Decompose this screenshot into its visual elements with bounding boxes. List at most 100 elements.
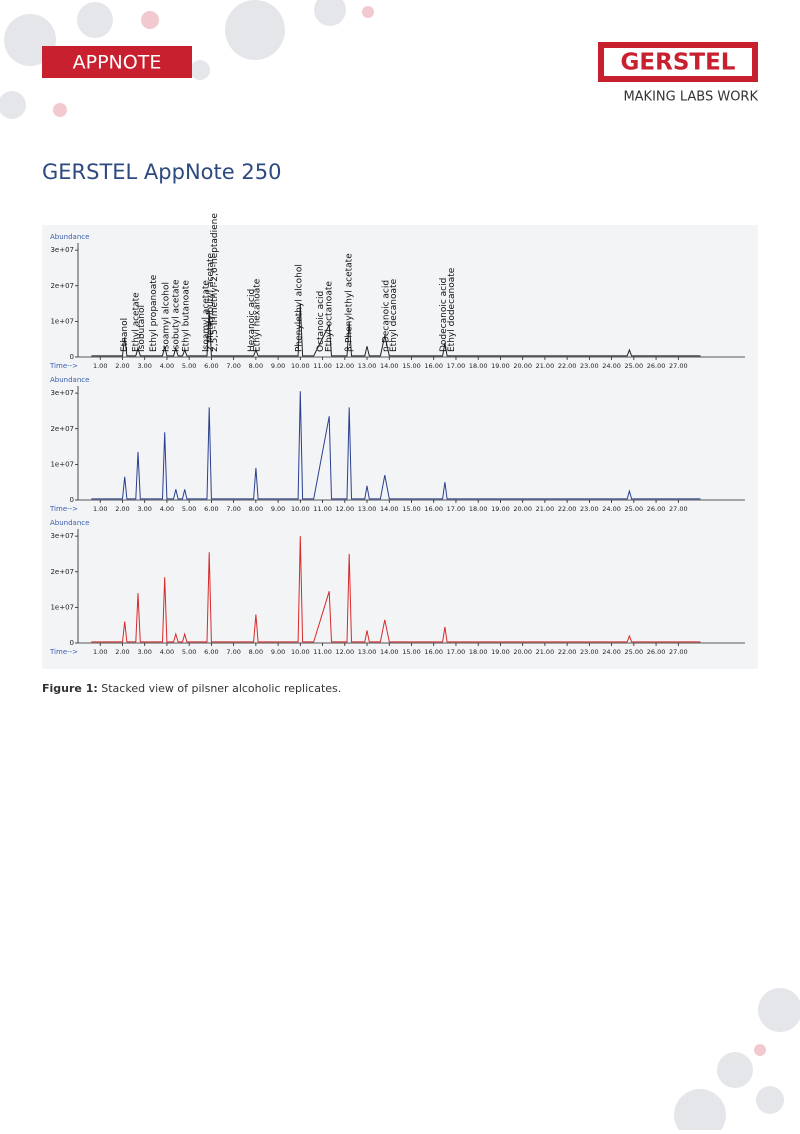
- x-tick-label: 22.00: [558, 505, 577, 513]
- page-title: GERSTEL AppNote 250: [42, 160, 281, 184]
- x-tick-label: 1.00: [93, 648, 107, 656]
- x-tick-label: 23.00: [580, 505, 599, 513]
- x-tick-label: 5.00: [182, 648, 196, 656]
- tagline: MAKING LABS WORK: [623, 90, 758, 105]
- x-tick-label: 22.00: [558, 648, 577, 656]
- x-tick-label: 9.00: [271, 505, 285, 513]
- y-tick-label: 1e+07: [50, 460, 74, 468]
- peak-label: β-Phenylethyl acetate: [345, 253, 355, 352]
- peak-label: Octanoic acid: [316, 291, 326, 352]
- chromatogram-line: [91, 303, 701, 357]
- chromatogram-line: [91, 391, 701, 500]
- x-tick-label: 17.00: [447, 505, 466, 513]
- x-tick-label: 20.00: [513, 505, 532, 513]
- x-tick-label: 21.00: [536, 505, 555, 513]
- caption: Figure 1: Stacked view of pilsner alcoho…: [42, 682, 341, 695]
- y-tick-label: 3e+07: [50, 532, 74, 540]
- x-tick-label: 6.00: [204, 505, 218, 513]
- y-axis-label: Abundance: [50, 233, 89, 241]
- x-tick-label: 24.00: [602, 648, 621, 656]
- x-tick-label: 3.00: [137, 362, 151, 370]
- x-tick-label: 9.00: [271, 648, 285, 656]
- peak-label: Ethyl propanoate: [149, 274, 159, 352]
- x-tick-label: 2.00: [115, 648, 129, 656]
- caption-text: Stacked view of pilsner alcoholic replic…: [98, 682, 342, 695]
- x-tick-label: 10.00: [291, 648, 310, 656]
- x-tick-label: 1.00: [93, 505, 107, 513]
- x-axis-label: Time-->: [49, 362, 78, 370]
- x-tick-label: 11.00: [313, 505, 332, 513]
- x-tick-label: 25.00: [625, 648, 644, 656]
- y-axis-label: Abundance: [50, 519, 89, 527]
- x-tick-label: 8.00: [249, 362, 263, 370]
- x-tick-label: 24.00: [602, 505, 621, 513]
- x-tick-label: 11.00: [313, 362, 332, 370]
- x-tick-label: 21.00: [536, 648, 555, 656]
- x-tick-label: 9.00: [271, 362, 285, 370]
- x-axis-label: Time-->: [49, 648, 78, 656]
- x-tick-label: 27.00: [669, 505, 688, 513]
- x-tick-label: 4.00: [160, 362, 174, 370]
- x-tick-label: 6.00: [204, 648, 218, 656]
- peak-label: Ethyl butanoate: [181, 280, 191, 352]
- y-tick-label: 0: [70, 639, 74, 647]
- x-tick-label: 14.00: [380, 648, 399, 656]
- peak-label: n-Decanoic acid: [381, 280, 391, 352]
- y-tick-label: 2e+07: [50, 425, 74, 433]
- peak-label: Dodecanoic acid: [439, 278, 449, 352]
- x-tick-label: 13.00: [358, 505, 377, 513]
- peak-label: 2-Methylbutyl acetate: [206, 252, 216, 352]
- x-tick-label: 19.00: [491, 362, 510, 370]
- x-tick-label: 24.00: [602, 362, 621, 370]
- x-tick-label: 19.00: [491, 648, 510, 656]
- x-tick-label: 23.00: [580, 362, 599, 370]
- x-tick-label: 25.00: [625, 505, 644, 513]
- y-axis-label: Abundance: [50, 376, 89, 384]
- y-tick-label: 2e+07: [50, 282, 74, 290]
- x-tick-label: 12.00: [335, 648, 354, 656]
- x-tick-label: 26.00: [647, 648, 666, 656]
- x-tick-label: 3.00: [137, 505, 151, 513]
- peak-label: Isobutyl acetate: [171, 279, 181, 352]
- x-tick-label: 26.00: [647, 505, 666, 513]
- x-tick-label: 12.00: [335, 362, 354, 370]
- y-tick-label: 0: [70, 496, 74, 504]
- peak-label: Ethyl dodecanoate: [447, 267, 457, 352]
- peak-label: Ethanol: [120, 318, 130, 352]
- x-tick-label: 5.00: [182, 362, 196, 370]
- x-tick-label: 25.00: [625, 362, 644, 370]
- x-tick-label: 8.00: [249, 505, 263, 513]
- x-tick-label: 13.00: [358, 362, 377, 370]
- x-tick-label: 27.00: [669, 648, 688, 656]
- y-tick-label: 1e+07: [50, 317, 74, 325]
- peak-label: Isoamyl acetate: [201, 280, 211, 352]
- x-tick-label: 11.00: [313, 648, 332, 656]
- x-tick-label: 6.00: [204, 362, 218, 370]
- x-tick-label: 14.00: [380, 362, 399, 370]
- x-tick-label: 4.00: [160, 505, 174, 513]
- x-tick-label: 27.00: [669, 362, 688, 370]
- x-tick-label: 3.00: [137, 648, 151, 656]
- chromatogram-line: [91, 536, 701, 643]
- peak-label: Ethyl acetate: [131, 292, 141, 352]
- peak-label: 2,5,5-Trimethyl-2,6-heptadiene: [210, 213, 220, 352]
- x-tick-label: 21.00: [536, 362, 555, 370]
- x-tick-label: 23.00: [580, 648, 599, 656]
- peak-label: Ethyl hexanoate: [252, 278, 262, 352]
- y-tick-label: 1e+07: [50, 603, 74, 611]
- x-tick-label: 4.00: [160, 648, 174, 656]
- x-tick-label: 22.00: [558, 362, 577, 370]
- peak-label: Ethyl octanoate: [325, 281, 335, 352]
- x-tick-label: 2.00: [115, 505, 129, 513]
- peak-label: Ethyl decanoate: [389, 278, 399, 352]
- x-tick-label: 16.00: [424, 362, 443, 370]
- peak-label: Isobutanol: [137, 305, 147, 352]
- peak-label: Isoamyl alcohol: [161, 282, 171, 352]
- x-tick-label: 15.00: [402, 505, 421, 513]
- x-tick-label: 18.00: [469, 362, 488, 370]
- decoration: [53, 6, 766, 1056]
- x-tick-label: 19.00: [491, 505, 510, 513]
- badge-text: APPNOTE: [73, 52, 162, 74]
